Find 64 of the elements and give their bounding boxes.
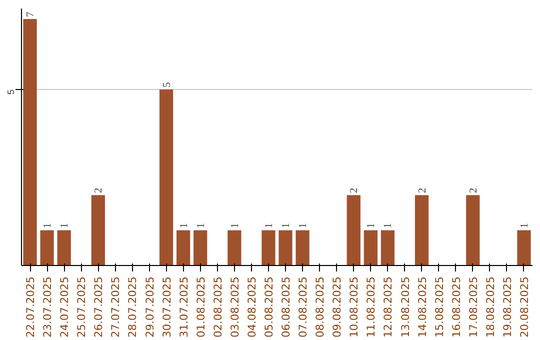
bar bbox=[159, 89, 174, 266]
x-tick-label: 14.08.2025 bbox=[416, 276, 429, 338]
bar bbox=[228, 230, 242, 266]
bar bbox=[176, 230, 190, 266]
data-label: 1 bbox=[178, 222, 190, 228]
x-tick-label: 20.08.2025 bbox=[518, 276, 531, 338]
x-tick-label: 28.07.2025 bbox=[126, 276, 140, 338]
bar bbox=[23, 19, 37, 266]
x-tick-label: 26.07.2025 bbox=[92, 276, 106, 338]
x-tick-label: 06.08.2025 bbox=[280, 276, 293, 338]
data-label: 1 bbox=[60, 222, 71, 228]
data-label: 2 bbox=[417, 188, 428, 194]
x-tick-label: 13.08.2025 bbox=[398, 276, 412, 338]
data-label: 1 bbox=[281, 222, 292, 228]
bar bbox=[517, 230, 531, 266]
bar bbox=[278, 230, 292, 266]
x-tick-label: 04.08.2025 bbox=[245, 276, 258, 338]
data-label: 2 bbox=[349, 188, 360, 194]
x-tick-label: 09.08.2025 bbox=[330, 276, 344, 338]
x-tick-label: 08.08.2025 bbox=[314, 276, 327, 338]
x-tick-label: 30.07.2025 bbox=[160, 276, 174, 338]
x-tick-label: 29.07.2025 bbox=[143, 276, 156, 338]
bar bbox=[296, 230, 310, 266]
x-tick-label: 11.08.2025 bbox=[364, 276, 378, 338]
x-tick-label: 25.07.2025 bbox=[75, 276, 88, 338]
bar bbox=[414, 195, 429, 266]
x-tick-label: 27.07.2025 bbox=[109, 276, 122, 338]
data-label: 1 bbox=[519, 222, 530, 228]
x-tick-label: 03.08.2025 bbox=[228, 276, 242, 338]
data-label: 7 bbox=[26, 11, 37, 18]
x-tick-label: 05.08.2025 bbox=[262, 276, 276, 338]
data-label: 1 bbox=[298, 222, 310, 228]
x-tick-label: 02.08.2025 bbox=[211, 276, 224, 338]
data-label: 1 bbox=[196, 222, 207, 228]
x-tick-label: 31.07.2025 bbox=[177, 276, 190, 338]
bar bbox=[57, 230, 71, 266]
data-label: 1 bbox=[264, 222, 275, 228]
data-label: 1 bbox=[42, 222, 54, 228]
bar bbox=[40, 230, 54, 266]
x-tick-label: 07.08.2025 bbox=[296, 276, 310, 338]
x-tick-label: 10.08.2025 bbox=[348, 276, 361, 338]
data-label: 1 bbox=[366, 222, 378, 228]
x-tick-label: 24.07.2025 bbox=[58, 276, 72, 338]
x-tick-label: 15.08.2025 bbox=[432, 276, 446, 338]
x-tick-label: 17.08.2025 bbox=[466, 276, 480, 338]
x-tick-label: 22.07.2025 bbox=[24, 276, 38, 338]
data-label: 5 bbox=[162, 82, 173, 88]
bar bbox=[262, 230, 276, 266]
x-tick-label: 16.08.2025 bbox=[450, 276, 463, 338]
data-label: 2 bbox=[468, 188, 480, 194]
bar bbox=[380, 230, 395, 266]
bar bbox=[194, 230, 208, 266]
x-tick-label: 01.08.2025 bbox=[194, 276, 208, 338]
bar bbox=[466, 195, 480, 266]
bar bbox=[91, 195, 105, 266]
bar bbox=[346, 195, 360, 266]
x-tick-label: 12.08.2025 bbox=[382, 276, 395, 338]
data-label: 2 bbox=[94, 188, 105, 194]
x-tick-label: 18.08.2025 bbox=[484, 276, 497, 338]
data-label: 1 bbox=[383, 222, 394, 228]
bar bbox=[364, 230, 378, 266]
x-tick-label: 23.07.2025 bbox=[41, 276, 54, 338]
data-label: 1 bbox=[230, 222, 241, 228]
x-tick-label: 19.08.2025 bbox=[500, 276, 514, 338]
